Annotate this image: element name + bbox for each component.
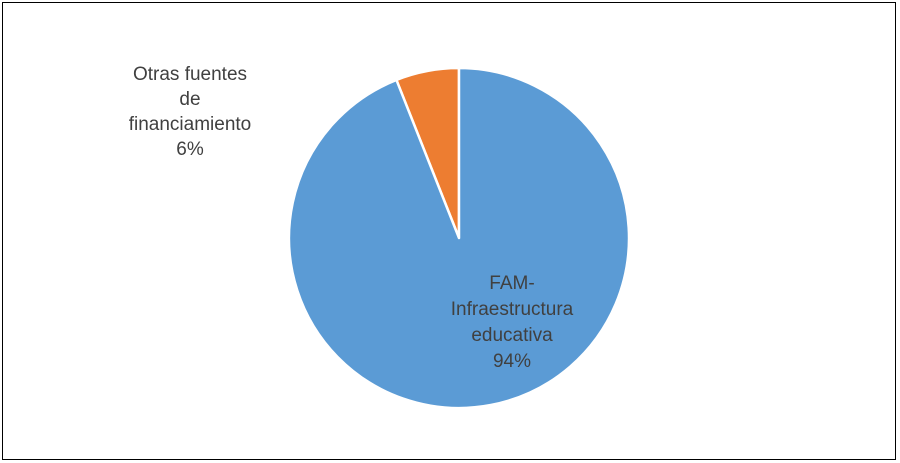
slice-name-line: de: [179, 89, 200, 110]
slice-name-line: Infraestructura: [451, 299, 574, 320]
slice-percent-label: 6%: [176, 139, 204, 160]
slice-name-line: educativa: [471, 325, 553, 346]
pie-slice-1: [287, 66, 631, 410]
slice-name-line: Otras fuentes: [133, 64, 247, 85]
pie-slices: [287, 66, 631, 410]
slice-name-line: FAM-: [489, 273, 534, 294]
pie-labels: Otras fuentes de financiamiento 6% FAM- Infra…: [129, 64, 574, 372]
slice-percent-label: 94%: [493, 351, 531, 372]
pie-slice-label-1: FAM- Infraestructura educativa 94%: [451, 273, 574, 372]
pie-slice-label-0: Otras fuentes de financiamiento 6%: [129, 64, 252, 160]
slice-name-line: financiamiento: [129, 114, 252, 135]
